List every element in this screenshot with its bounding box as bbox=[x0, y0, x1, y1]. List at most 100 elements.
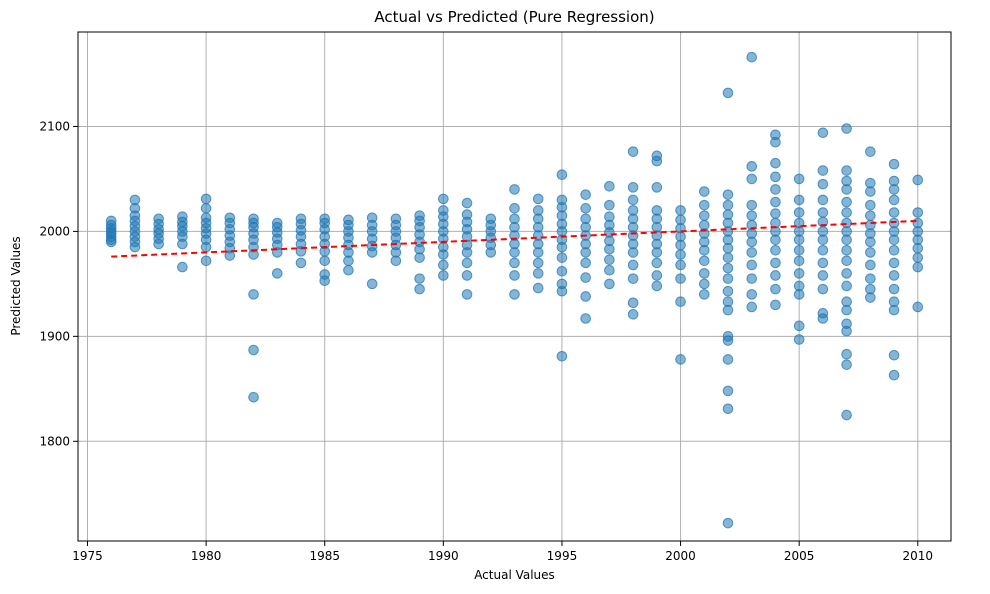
x-tick-label: 1995 bbox=[547, 549, 578, 563]
scatter-point bbox=[817, 127, 829, 139]
scatter-point bbox=[888, 369, 900, 381]
scatter-point bbox=[580, 203, 591, 214]
scatter-point bbox=[200, 203, 212, 214]
scatter-point bbox=[912, 252, 924, 263]
scatter-point bbox=[722, 296, 734, 308]
scatter-point bbox=[746, 161, 758, 172]
scatter-point bbox=[841, 359, 852, 370]
scatter-point bbox=[817, 178, 829, 190]
scatter-point bbox=[841, 244, 852, 256]
scatter-points bbox=[105, 51, 924, 529]
scatter-point bbox=[556, 194, 568, 206]
scatter-point bbox=[841, 207, 852, 218]
scatter-point bbox=[461, 209, 473, 220]
scatter-point bbox=[865, 177, 876, 189]
scatter-point bbox=[532, 268, 544, 279]
scatter-point bbox=[509, 213, 520, 225]
scatter-point bbox=[770, 299, 781, 311]
scatter-point bbox=[698, 268, 710, 279]
scatter-point bbox=[271, 217, 283, 229]
scatter-point bbox=[532, 205, 544, 216]
scatter-point bbox=[556, 350, 568, 362]
scatter-point bbox=[888, 296, 900, 308]
scatter-point bbox=[556, 265, 568, 277]
scatter-point bbox=[556, 169, 568, 181]
scatter-point bbox=[746, 210, 758, 221]
scatter-point bbox=[604, 199, 615, 211]
scatter-point bbox=[200, 255, 212, 267]
scatter-point bbox=[865, 259, 876, 271]
scatter-point bbox=[390, 213, 402, 225]
scatter-point bbox=[556, 278, 568, 290]
scatter-point bbox=[722, 331, 734, 342]
scatter-point bbox=[343, 214, 354, 226]
plot-frame bbox=[77, 31, 952, 542]
scatter-point bbox=[746, 301, 758, 313]
scatter-point bbox=[627, 146, 639, 157]
scatter-point bbox=[865, 210, 876, 221]
scatter-point bbox=[295, 257, 307, 269]
scatter-point bbox=[248, 344, 259, 356]
scatter-point bbox=[604, 278, 615, 290]
scatter-point bbox=[509, 184, 520, 195]
scatter-point bbox=[793, 268, 805, 279]
scatter-point bbox=[888, 194, 900, 206]
scatter-point bbox=[248, 289, 259, 300]
scatter-point bbox=[343, 264, 354, 276]
scatter-point bbox=[509, 203, 520, 214]
scatter-point bbox=[722, 199, 734, 211]
scatter-point bbox=[888, 349, 900, 361]
scatter-point bbox=[200, 193, 212, 205]
scatter-point bbox=[817, 244, 829, 256]
scatter-point bbox=[770, 283, 781, 295]
x-tick-label: 2005 bbox=[784, 549, 815, 563]
scatter-point bbox=[888, 207, 900, 218]
scatter-point bbox=[865, 146, 876, 157]
scatter-point bbox=[604, 254, 615, 266]
scatter-point bbox=[770, 244, 781, 256]
scatter-point bbox=[177, 261, 188, 273]
scatter-point bbox=[580, 213, 591, 225]
scatter-point bbox=[485, 213, 497, 225]
scatter-point bbox=[698, 219, 710, 231]
y-tick-label: 2000 bbox=[39, 224, 70, 238]
scatter-point bbox=[746, 259, 758, 271]
scatter-point bbox=[295, 213, 307, 225]
scatter-point bbox=[129, 194, 141, 206]
x-tick-label: 1980 bbox=[191, 549, 222, 563]
scatter-point bbox=[770, 129, 781, 141]
scatter-point bbox=[841, 217, 852, 229]
scatter-point bbox=[366, 278, 378, 290]
scatter-point bbox=[414, 210, 425, 221]
scatter-point bbox=[770, 257, 781, 269]
scatter-point bbox=[817, 194, 829, 206]
scatter-point bbox=[912, 301, 924, 313]
scatter-point bbox=[627, 194, 639, 206]
scatter-point bbox=[627, 259, 639, 271]
scatter-point bbox=[912, 217, 924, 229]
scatter-point bbox=[746, 273, 758, 284]
scatter-point bbox=[817, 283, 829, 295]
y-tick-label: 1900 bbox=[39, 329, 70, 343]
scatter-point bbox=[841, 318, 852, 330]
scatter-point bbox=[817, 307, 829, 319]
scatter-point bbox=[770, 171, 781, 183]
scatter-point bbox=[793, 334, 805, 345]
scatter-point bbox=[248, 391, 259, 403]
scatter-point bbox=[580, 272, 591, 283]
scatter-point bbox=[414, 283, 425, 295]
reference-line-group bbox=[111, 219, 918, 258]
scatter-point bbox=[698, 255, 710, 267]
scatter-point bbox=[746, 289, 758, 300]
scatter-point bbox=[105, 234, 117, 246]
y-axis-label: Predicted Values bbox=[9, 236, 23, 335]
scatter-point bbox=[793, 244, 805, 256]
scatter-point bbox=[793, 194, 805, 206]
scatter-point bbox=[888, 270, 900, 281]
scatter-point bbox=[888, 217, 900, 229]
scatter-point bbox=[722, 252, 734, 263]
scatter-point bbox=[722, 262, 734, 274]
